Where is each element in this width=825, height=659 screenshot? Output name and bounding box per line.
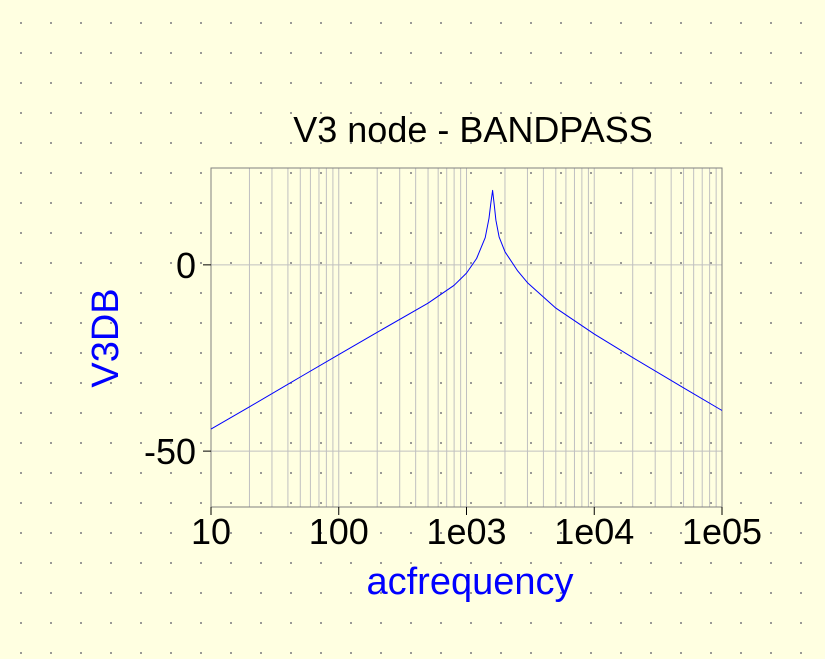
series-line xyxy=(210,189,723,430)
x-tick-label: 1e03 xyxy=(426,511,506,552)
y-axis-label: V3DB xyxy=(85,288,127,387)
y-tick-label: -50 xyxy=(144,431,196,472)
series-layer xyxy=(210,189,723,430)
x-tick-label: 1e04 xyxy=(554,511,634,552)
x-axis-label: acfrequency xyxy=(366,561,573,603)
x-tick-label: 10 xyxy=(191,511,231,552)
chart-title: V3 node - BANDPASS xyxy=(293,109,653,150)
grid xyxy=(210,168,722,507)
y-tick-label: 0 xyxy=(176,245,196,286)
x-tick-label: 1e05 xyxy=(682,511,762,552)
x-tick-label: 100 xyxy=(309,511,369,552)
axis-ticks: 10 100 1e03 1e04 1e05 0 -50 xyxy=(144,245,762,552)
